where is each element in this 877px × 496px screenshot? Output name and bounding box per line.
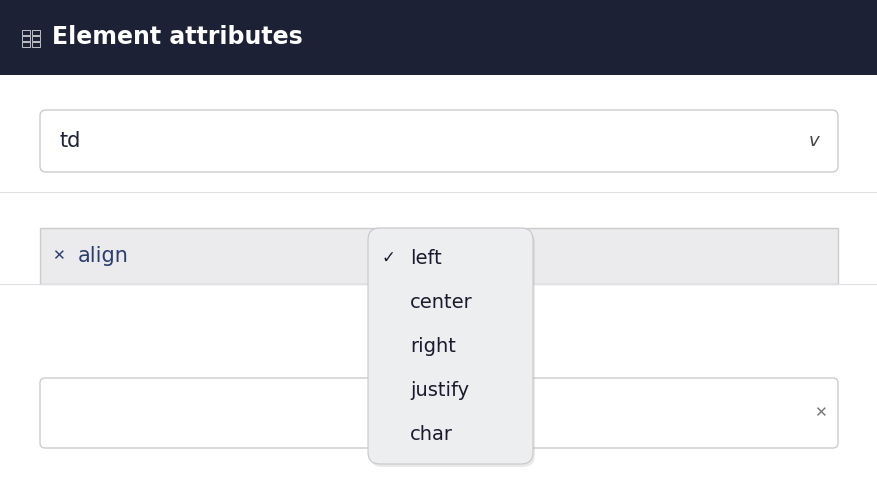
Text: ✓: ✓ [381,249,395,267]
Text: center: center [410,293,472,311]
Text: ✕: ✕ [52,248,64,263]
Text: left: left [410,248,441,267]
Bar [0,192,877,193]
Text: td: td [60,131,82,151]
Text: right: right [410,336,455,356]
FancyBboxPatch shape [40,378,837,448]
Text: justify: justify [410,380,468,399]
Text: Element attributes: Element attributes [52,25,303,50]
Text: align: align [78,246,129,266]
Text: char: char [410,425,453,443]
Bar [0,284,877,285]
Bar [32,42,40,47]
Bar [22,30,30,35]
Text: ✕: ✕ [813,406,825,421]
Bar [32,36,40,41]
Bar [32,30,40,35]
Bar [0,75,877,496]
Bar [0,0,877,75]
Bar [22,42,30,47]
FancyBboxPatch shape [369,231,534,467]
FancyBboxPatch shape [367,228,532,464]
Text: v: v [808,132,818,150]
Bar [22,36,30,41]
Bar [40,228,837,284]
FancyBboxPatch shape [40,110,837,172]
